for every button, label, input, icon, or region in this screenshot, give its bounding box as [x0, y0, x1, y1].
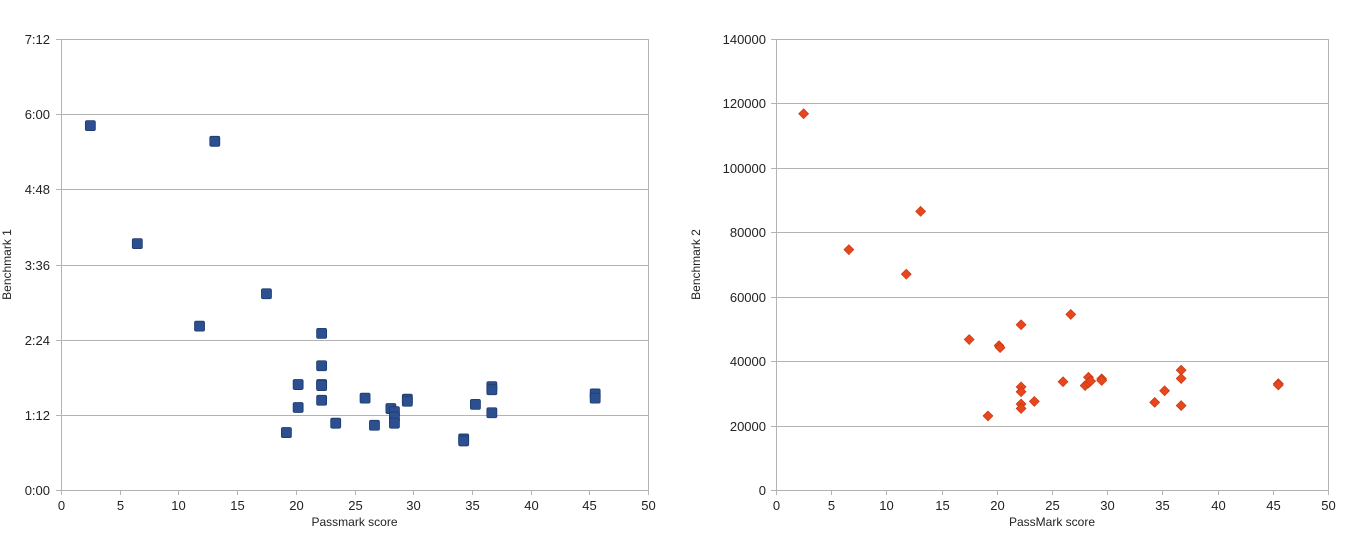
- x-tick-label: 35: [1155, 498, 1169, 513]
- data-point: [1028, 395, 1040, 407]
- data-point: [1065, 309, 1077, 320]
- y-tick-label: 40000: [730, 354, 766, 369]
- data-point: [1057, 376, 1069, 388]
- data-point: [194, 320, 205, 332]
- y-tick-label: 60000: [730, 290, 766, 305]
- data-point: [359, 392, 371, 404]
- y-tick-label: 120000: [723, 96, 766, 111]
- data-point: [1015, 403, 1027, 414]
- x-tick-label: 25: [348, 498, 362, 513]
- data-point: [330, 417, 342, 429]
- data-point: [292, 379, 304, 390]
- x-tick-label: 15: [935, 498, 949, 513]
- y-tick-label: 2:24: [25, 333, 50, 348]
- x-tick-label: 40: [1211, 498, 1225, 513]
- x-tick-label: 45: [1266, 498, 1280, 513]
- data-point: [915, 205, 927, 217]
- y-tick-label: 100000: [723, 161, 766, 176]
- data-point: [209, 135, 221, 147]
- x-tick-label: 10: [171, 498, 185, 513]
- x-tick-label: 15: [230, 498, 244, 513]
- x-tick-label: 20: [289, 498, 303, 513]
- y-tick-label: 7:12: [25, 32, 50, 47]
- data-point: [963, 334, 975, 345]
- x-tick-label: 5: [117, 498, 124, 513]
- data-point: [1015, 386, 1027, 398]
- y-tick-label: 140000: [723, 32, 766, 47]
- data-point: [316, 380, 328, 392]
- x-tick-label: 35: [465, 498, 479, 513]
- data-point: [994, 342, 1006, 354]
- data-point: [292, 402, 304, 413]
- y-tick-label: 6:00: [25, 107, 50, 122]
- data-point: [470, 398, 481, 410]
- y-tick-label: 80000: [730, 225, 766, 240]
- data-point: [369, 419, 380, 431]
- x-tick-label: 0: [58, 498, 65, 513]
- benchmark-2-chart: 0 20000 40000 60000 80000 100000 120000 140000 0…: [689, 32, 1336, 529]
- data-point: [458, 435, 470, 447]
- y-tick-label: 1:12: [25, 408, 50, 423]
- data-point: [1085, 375, 1097, 387]
- x-tick-label: 50: [1321, 498, 1335, 513]
- data-point: [900, 268, 912, 280]
- data-point: [1159, 385, 1171, 397]
- x-tick-label: 50: [641, 498, 655, 513]
- data-point: [1149, 396, 1161, 408]
- data-point: [1175, 373, 1187, 384]
- x-tick-label: 0: [773, 498, 780, 513]
- y-axis-title: Benchmark 2: [689, 229, 703, 300]
- data-point: [316, 328, 328, 339]
- y-tick-label: 4:48: [25, 182, 50, 197]
- data-point: [589, 392, 601, 404]
- data-point: [1015, 319, 1027, 331]
- data-point: [798, 108, 810, 120]
- x-tick-label: 40: [524, 498, 538, 513]
- x-tick-label: 30: [1100, 498, 1114, 513]
- data-point: [261, 288, 272, 300]
- x-tick-label: 45: [582, 498, 596, 513]
- x-tick-label: 10: [879, 498, 893, 513]
- y-tick-label: 3:36: [25, 258, 50, 273]
- data-point: [401, 395, 413, 407]
- x-axis-title: Passmark score: [311, 515, 397, 529]
- data-point: [1175, 400, 1187, 412]
- y-tick-label: 0: [759, 483, 766, 498]
- y-tick-label: 0:00: [25, 483, 50, 498]
- x-tick-label: 25: [1045, 498, 1059, 513]
- data-point: [1096, 375, 1108, 386]
- data-point: [1272, 379, 1284, 391]
- data-point: [84, 120, 96, 132]
- data-point: [843, 244, 855, 256]
- x-axis-title: PassMark score: [1009, 515, 1095, 529]
- data-point: [982, 410, 994, 422]
- data-point: [131, 238, 143, 250]
- y-axis-title: Benchmark 1: [0, 229, 14, 300]
- x-tick-label: 30: [406, 498, 420, 513]
- data-point: [316, 394, 328, 406]
- data-point: [281, 427, 292, 438]
- y-tick-label: 20000: [730, 419, 766, 434]
- benchmark-1-chart: 0:00 1:12 2:24 3:36 4:48 6:00 7:12 0 5 10 15 20 25 30…: [0, 32, 656, 529]
- data-point: [389, 417, 400, 429]
- data-point: [316, 360, 328, 372]
- data-point: [486, 407, 498, 419]
- x-tick-label: 5: [828, 498, 835, 513]
- data-point: [486, 384, 498, 396]
- x-tick-label: 20: [990, 498, 1004, 513]
